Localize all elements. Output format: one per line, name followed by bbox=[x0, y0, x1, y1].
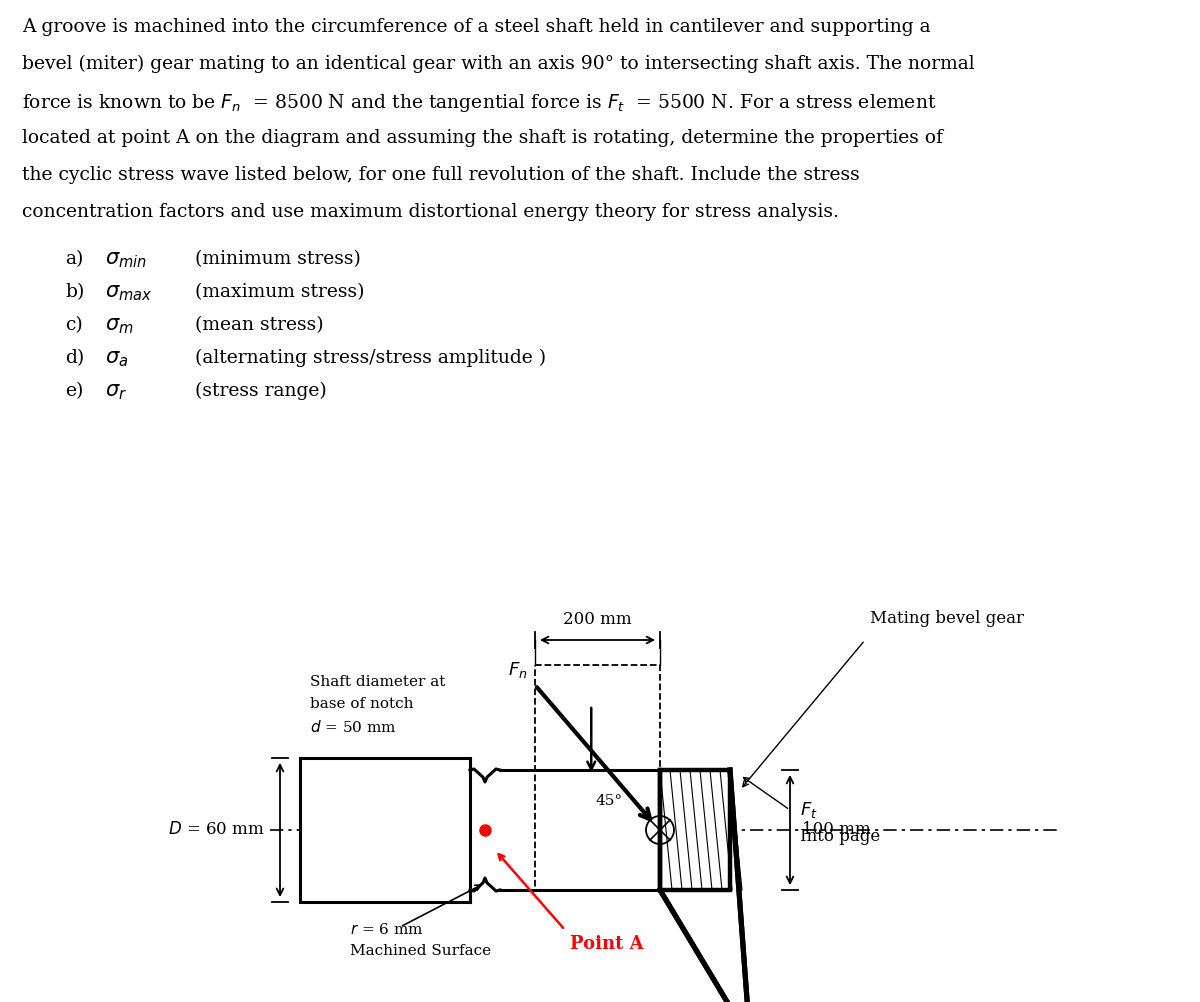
Text: concentration factors and use maximum distortional energy theory for stress anal: concentration factors and use maximum di… bbox=[22, 203, 839, 221]
Text: Point A: Point A bbox=[570, 935, 643, 953]
Text: (mean stress): (mean stress) bbox=[194, 316, 324, 334]
Text: force is known to be $F_n$  = 8500 N and the tangential force is $F_t$  = 5500 N: force is known to be $F_n$ = 8500 N and … bbox=[22, 92, 936, 114]
Text: a): a) bbox=[65, 250, 83, 268]
Text: $\sigma_{max}$: $\sigma_{max}$ bbox=[106, 283, 152, 303]
Text: Machined Surface: Machined Surface bbox=[350, 944, 491, 958]
Text: 100 mm: 100 mm bbox=[802, 822, 871, 839]
Text: the cyclic stress wave listed below, for one full revolution of the shaft. Inclu: the cyclic stress wave listed below, for… bbox=[22, 166, 859, 184]
Text: 45°: 45° bbox=[595, 794, 622, 808]
Text: c): c) bbox=[65, 316, 83, 334]
Text: $\sigma_r$: $\sigma_r$ bbox=[106, 382, 127, 402]
Text: (stress range): (stress range) bbox=[194, 382, 326, 400]
Text: $F_t$: $F_t$ bbox=[800, 800, 817, 820]
Text: Into page: Into page bbox=[800, 828, 881, 845]
Text: b): b) bbox=[65, 283, 84, 301]
Text: $\sigma_{min}$: $\sigma_{min}$ bbox=[106, 250, 146, 270]
Bar bbox=[470, 770, 660, 890]
Text: (maximum stress): (maximum stress) bbox=[194, 283, 365, 301]
Text: $F_n$: $F_n$ bbox=[508, 660, 527, 680]
Text: $D$ = 60 mm: $D$ = 60 mm bbox=[168, 822, 265, 839]
Text: $d$ = 50 mm: $d$ = 50 mm bbox=[310, 719, 397, 735]
Text: d): d) bbox=[65, 349, 84, 367]
Text: bevel (miter) gear mating to an identical gear with an axis 90° to intersecting : bevel (miter) gear mating to an identica… bbox=[22, 55, 974, 73]
Text: 200 mm: 200 mm bbox=[563, 611, 632, 628]
Text: (alternating stress/stress amplitude ): (alternating stress/stress amplitude ) bbox=[194, 349, 546, 368]
Text: (minimum stress): (minimum stress) bbox=[194, 250, 361, 268]
Text: Shaft diameter at: Shaft diameter at bbox=[310, 675, 445, 689]
Bar bbox=[535, 665, 660, 890]
Polygon shape bbox=[660, 770, 750, 1002]
Bar bbox=[300, 758, 470, 902]
Text: e): e) bbox=[65, 382, 83, 400]
Text: $\sigma_m$: $\sigma_m$ bbox=[106, 316, 133, 336]
Text: base of notch: base of notch bbox=[310, 697, 414, 711]
Text: $\sigma_a$: $\sigma_a$ bbox=[106, 349, 128, 369]
Bar bbox=[660, 770, 730, 890]
Text: Mating bevel gear: Mating bevel gear bbox=[870, 610, 1024, 627]
Text: located at point A on the diagram and assuming the shaft is rotating, determine : located at point A on the diagram and as… bbox=[22, 129, 943, 147]
Text: $r$ = 6 mm: $r$ = 6 mm bbox=[350, 922, 424, 937]
Text: A groove is machined into the circumference of a steel shaft held in cantilever : A groove is machined into the circumfere… bbox=[22, 18, 931, 36]
